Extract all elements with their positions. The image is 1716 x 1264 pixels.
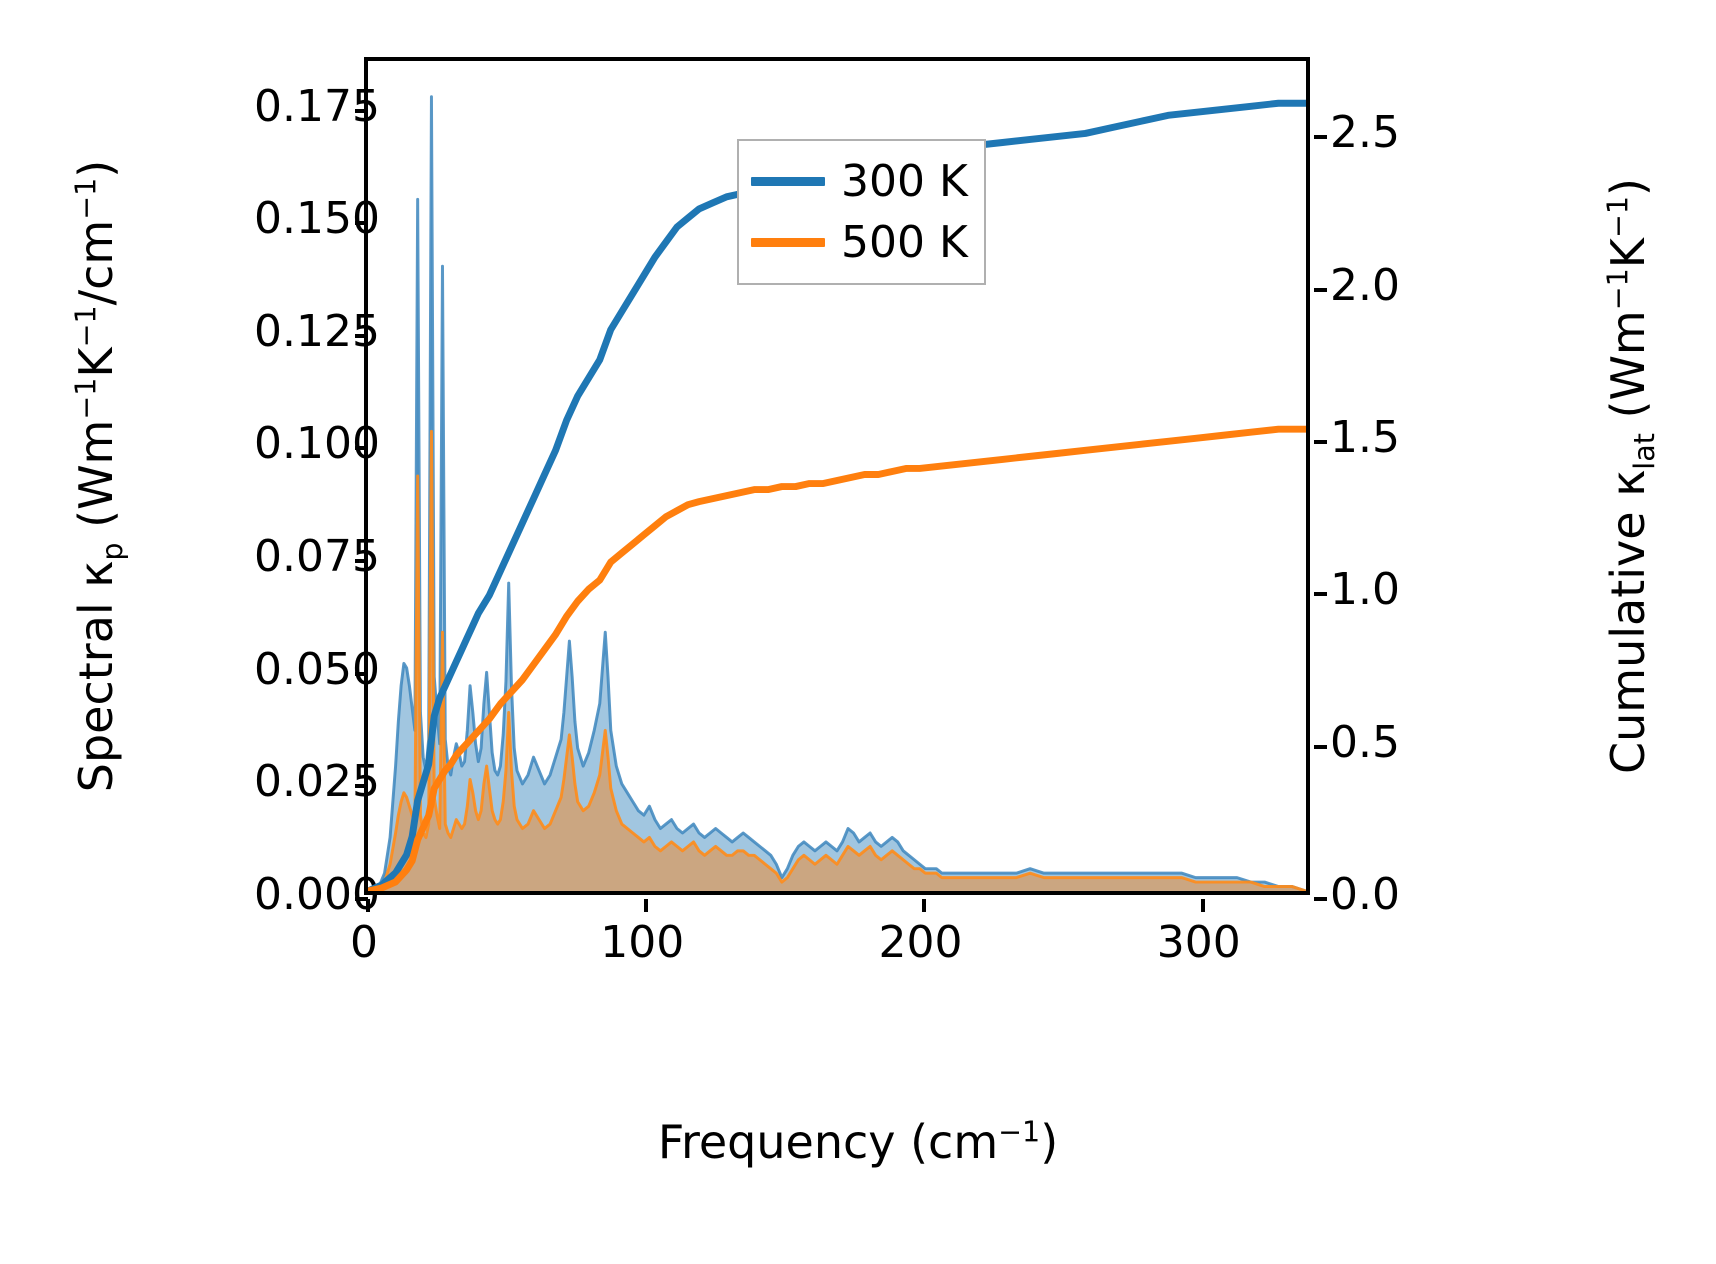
y-left-ticklabel: 0.050 <box>254 643 380 695</box>
y-left-ticklabel: 0.025 <box>254 756 380 808</box>
cumulative-line-300k <box>368 99 1306 891</box>
y-left-tick <box>355 333 368 338</box>
y-right-tick <box>1314 287 1327 292</box>
legend-swatch-500k <box>751 238 825 247</box>
y-right-ticklabel: 1.0 <box>1330 564 1400 616</box>
y-axis-left-title: Spectral κp (Wm−1K−1/cm−1) <box>69 159 130 793</box>
y-axis-right-title: Cumulative κlat (Wm−1K−1) <box>1601 178 1662 774</box>
x-tick <box>644 899 649 912</box>
plot-area: 300 K 500 K <box>355 57 1327 912</box>
x-ticklabel: 0 <box>350 917 378 968</box>
y-right-ticklabel: 2.0 <box>1330 259 1400 311</box>
y-left-tick <box>355 446 368 451</box>
plot-canvas <box>368 95 1306 891</box>
legend-item-500k[interactable]: 500 K <box>751 216 972 270</box>
legend-item-300k[interactable]: 300 K <box>751 155 972 209</box>
y-left-tick <box>355 784 368 789</box>
y-right-tick <box>1314 439 1327 444</box>
x-tick <box>366 899 370 912</box>
y-right-tick <box>1314 897 1327 901</box>
y-left-tick <box>355 559 368 564</box>
y-left-ticklabel: 0.100 <box>254 418 380 470</box>
y-right-ticklabel: 0.5 <box>1330 716 1400 768</box>
legend[interactable]: 300 K 500 K <box>737 139 986 285</box>
y-right-ticklabel: 2.5 <box>1330 107 1400 159</box>
x-tick <box>922 899 927 912</box>
y-left-tick <box>355 897 368 901</box>
area-500k <box>368 429 1306 891</box>
y-left-ticklabel: 0.125 <box>254 305 380 357</box>
y-left-tick <box>355 221 368 226</box>
y-left-tick <box>355 671 368 676</box>
x-ticklabel: 100 <box>600 917 685 968</box>
y-right-ticklabel: 0.0 <box>1330 869 1400 920</box>
y-left-ticklabel: 0.150 <box>254 193 380 245</box>
legend-label-300k: 300 K <box>841 155 968 207</box>
x-ticklabel: 300 <box>1156 917 1241 968</box>
x-axis-title: Frequency (cm−1) <box>657 1115 1059 1169</box>
y-right-tick <box>1314 744 1327 749</box>
y-right-ticklabel: 1.5 <box>1330 411 1400 463</box>
legend-swatch-300k <box>751 177 825 186</box>
y-left-ticklabel: 0.000 <box>254 869 380 920</box>
y-right-tick <box>1314 592 1327 597</box>
y-left-ticklabel: 0.175 <box>254 80 380 132</box>
y-right-tick <box>1314 135 1327 140</box>
cumulative-line-500k <box>368 425 1306 891</box>
y-left-tick <box>355 108 368 113</box>
x-ticklabel: 200 <box>878 917 963 968</box>
legend-label-500k: 500 K <box>841 216 968 268</box>
y-left-ticklabel: 0.075 <box>254 531 380 583</box>
x-tick <box>1200 899 1205 912</box>
